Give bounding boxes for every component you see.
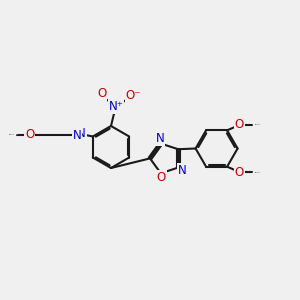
- Text: O: O: [97, 87, 106, 101]
- Text: O: O: [157, 171, 166, 184]
- Text: N: N: [77, 127, 86, 140]
- Text: N: N: [178, 164, 187, 177]
- Text: methoxy: methoxy: [9, 134, 15, 135]
- Text: methoxy: methoxy: [13, 134, 19, 135]
- Text: O: O: [25, 128, 34, 141]
- Text: methoxy: methoxy: [255, 172, 261, 173]
- Text: H: H: [74, 129, 80, 138]
- Text: methoxy: methoxy: [255, 124, 261, 125]
- Text: methoxy: methoxy: [256, 124, 262, 125]
- Text: N⁺: N⁺: [109, 100, 124, 113]
- Text: N: N: [156, 132, 165, 145]
- Text: O: O: [235, 118, 244, 131]
- Text: N: N: [73, 129, 81, 142]
- Text: O⁻: O⁻: [126, 89, 141, 102]
- Text: O: O: [235, 166, 244, 179]
- Text: H: H: [78, 129, 85, 139]
